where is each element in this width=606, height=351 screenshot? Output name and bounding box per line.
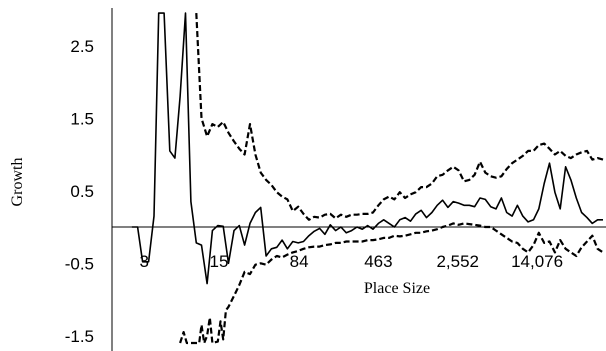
- series-line-lower-bound: [179, 222, 604, 345]
- x-tick-label: 463: [364, 252, 392, 271]
- y-tick-label: 2.5: [70, 37, 94, 56]
- x-tick-label: 2,552: [436, 252, 479, 271]
- y-tick-label: -1.5: [65, 327, 94, 346]
- y-tick-label: 1.5: [70, 109, 94, 128]
- x-tick-label: 3: [139, 252, 148, 271]
- y-tick-labels: 2.5 1.5 0.5 -0.5 -1.5: [65, 37, 94, 346]
- x-tick-label: 84: [290, 252, 309, 271]
- y-axis-title: Growth: [9, 158, 26, 207]
- x-tick-labels: 3 15 84 463 2,552 14,076: [139, 252, 563, 271]
- x-tick-label: 15: [210, 252, 229, 271]
- x-tick-label: 14,076: [511, 252, 563, 271]
- series-line-upper-bound: [195, 13, 604, 221]
- series-line-estimate: [131, 12, 603, 285]
- x-axis-title: Place Size: [364, 280, 430, 297]
- plot-series: [131, 12, 604, 345]
- y-tick-label: 0.5: [70, 182, 94, 201]
- y-tick-label: -0.5: [65, 254, 94, 273]
